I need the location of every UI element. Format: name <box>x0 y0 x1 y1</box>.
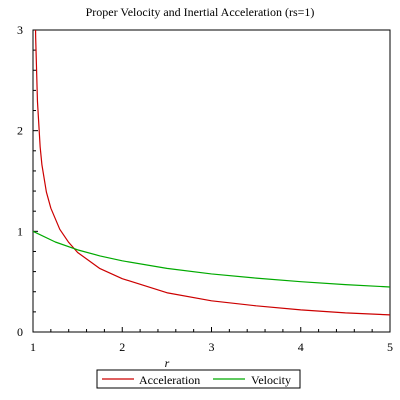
y-tick-label: 3 <box>17 23 23 37</box>
y-tick-label: 2 <box>17 124 23 138</box>
series-layer <box>33 30 390 316</box>
y-tick-label: 1 <box>17 224 23 238</box>
x-tick-label: 2 <box>119 340 125 354</box>
x-tick-label: 1 <box>30 340 36 354</box>
series-line-acceleration <box>34 30 390 316</box>
legend-box <box>96 369 301 389</box>
legend-label-velocity: Velocity <box>251 373 291 387</box>
chart-title: Proper Velocity and Inertial Acceleratio… <box>86 5 315 19</box>
x-tick-label: 4 <box>298 340 304 354</box>
legend-label-acceleration: Acceleration <box>139 373 200 387</box>
x-axis-title: r <box>165 356 170 370</box>
x-tick-label: 5 <box>387 340 393 354</box>
y-tick-label: 0 <box>17 325 23 339</box>
legend: Acceleration Velocity <box>96 369 301 389</box>
plot-frame <box>32 29 391 333</box>
x-tick-label: 3 <box>209 340 215 354</box>
series-line-velocity <box>33 230 390 288</box>
